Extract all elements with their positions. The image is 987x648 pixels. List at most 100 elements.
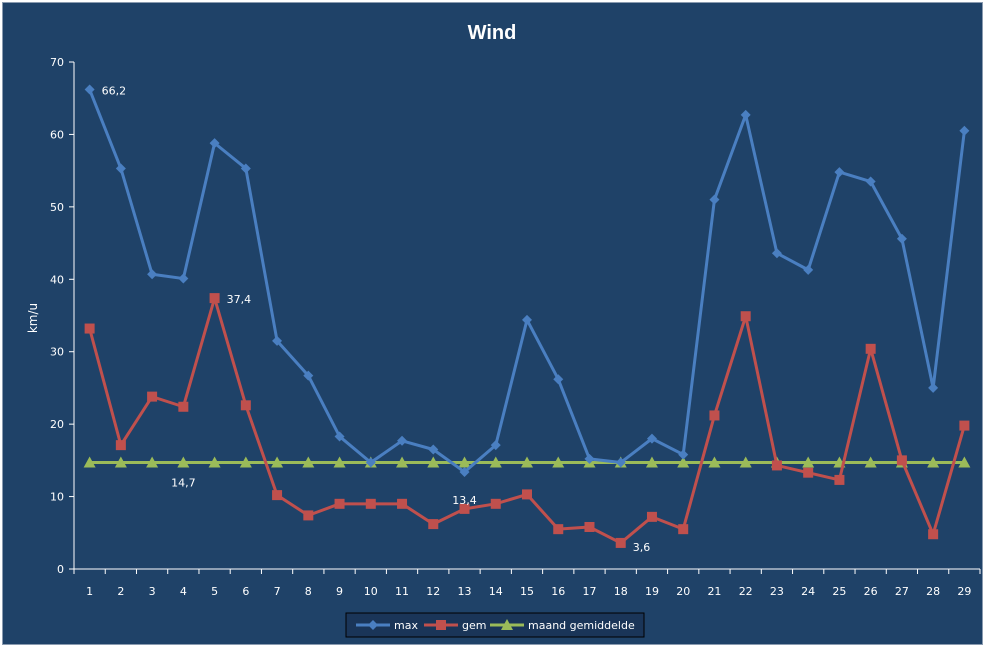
data-point (365, 498, 376, 509)
data-point (802, 456, 815, 468)
data-point (771, 460, 782, 471)
data-point (271, 456, 284, 468)
data-label: 14,7 (171, 477, 196, 490)
x-tick-label: 11 (395, 585, 409, 598)
chart-title: Wind (468, 22, 517, 44)
data-point (240, 400, 251, 411)
legend-item: max (356, 619, 418, 632)
x-tick-label: 15 (520, 585, 534, 598)
x-tick-label: 20 (676, 585, 690, 598)
data-point (708, 456, 721, 468)
x-tick-label: 9 (336, 585, 343, 598)
x-tick-label: 7 (274, 585, 281, 598)
data-point (490, 440, 501, 451)
x-tick-label: 28 (926, 585, 940, 598)
data-point (615, 537, 626, 548)
x-tick-label: 1 (86, 585, 93, 598)
x-tick-label: 3 (149, 585, 156, 598)
data-point (303, 370, 314, 381)
data-point (334, 498, 345, 509)
data-point (208, 456, 221, 468)
data-point (147, 391, 158, 402)
data-label: 3,6 (633, 541, 651, 554)
data-point (834, 167, 845, 178)
data-point (459, 466, 470, 477)
x-tick-label: 5 (211, 585, 218, 598)
data-point (146, 456, 159, 468)
data-point (553, 374, 564, 385)
data-point (896, 455, 907, 466)
data-point (177, 456, 190, 468)
data-point (740, 109, 751, 120)
data-point (709, 194, 720, 205)
x-tick-label: 6 (242, 585, 249, 598)
x-tick-label: 13 (458, 585, 472, 598)
data-point (333, 456, 346, 468)
series-max (84, 84, 970, 477)
data-point (178, 273, 189, 284)
x-tick-label: 29 (957, 585, 971, 598)
data-point (522, 314, 532, 325)
data-point (552, 456, 565, 468)
x-tick-label: 10 (364, 585, 378, 598)
data-point (803, 264, 814, 275)
data-point (834, 474, 845, 485)
legend-swatch-marker (501, 619, 513, 630)
x-tick-label: 26 (864, 585, 878, 598)
data-point (740, 311, 751, 322)
data-point (428, 519, 439, 530)
data-point (678, 449, 689, 460)
series-layer (83, 84, 971, 548)
data-point (521, 456, 533, 468)
data-point (239, 456, 252, 468)
data-point (865, 176, 876, 187)
x-tick-label: 23 (770, 585, 784, 598)
series-maand-gemiddelde (83, 456, 971, 468)
data-point (928, 529, 939, 540)
data-point (864, 456, 877, 468)
data-point (240, 163, 251, 174)
data-point (615, 457, 626, 468)
x-tick-label: 14 (489, 585, 503, 598)
data-point (896, 233, 907, 244)
data-point (584, 453, 595, 464)
data-point (115, 440, 126, 451)
data-point (677, 456, 690, 468)
data-point (178, 401, 189, 412)
data-point (303, 510, 314, 521)
x-tick-label: 12 (426, 585, 440, 598)
data-point (771, 248, 782, 259)
data-point (709, 410, 720, 421)
data-label: 37,4 (227, 293, 252, 306)
x-tick-label: 19 (645, 585, 659, 598)
data-point (584, 521, 595, 532)
data-point (147, 269, 158, 280)
data-point (803, 467, 814, 478)
y-tick-label: 0 (57, 563, 64, 576)
legend-label: maand gemiddelde (528, 619, 635, 632)
data-point (272, 335, 283, 346)
data-point (645, 456, 658, 468)
legend: max gem maand gemiddelde (345, 612, 645, 638)
legend-item: gem (424, 619, 486, 632)
legend-item: maand gemiddelde (490, 619, 635, 632)
data-point (958, 456, 971, 468)
series-line (88, 296, 966, 545)
data-point (553, 524, 564, 535)
data-point (272, 490, 283, 501)
data-label: 66,2 (102, 85, 127, 98)
x-tick-label: 21 (707, 585, 721, 598)
data-point (458, 456, 471, 468)
series-gem (84, 293, 970, 548)
x-tick-label: 24 (801, 585, 815, 598)
data-point (927, 456, 940, 468)
data-point (428, 444, 439, 455)
legend-swatch-marker (436, 620, 446, 630)
y-tick-label: 50 (50, 201, 64, 214)
data-point (959, 125, 970, 136)
data-point (84, 84, 95, 95)
x-tick-label: 22 (739, 585, 753, 598)
